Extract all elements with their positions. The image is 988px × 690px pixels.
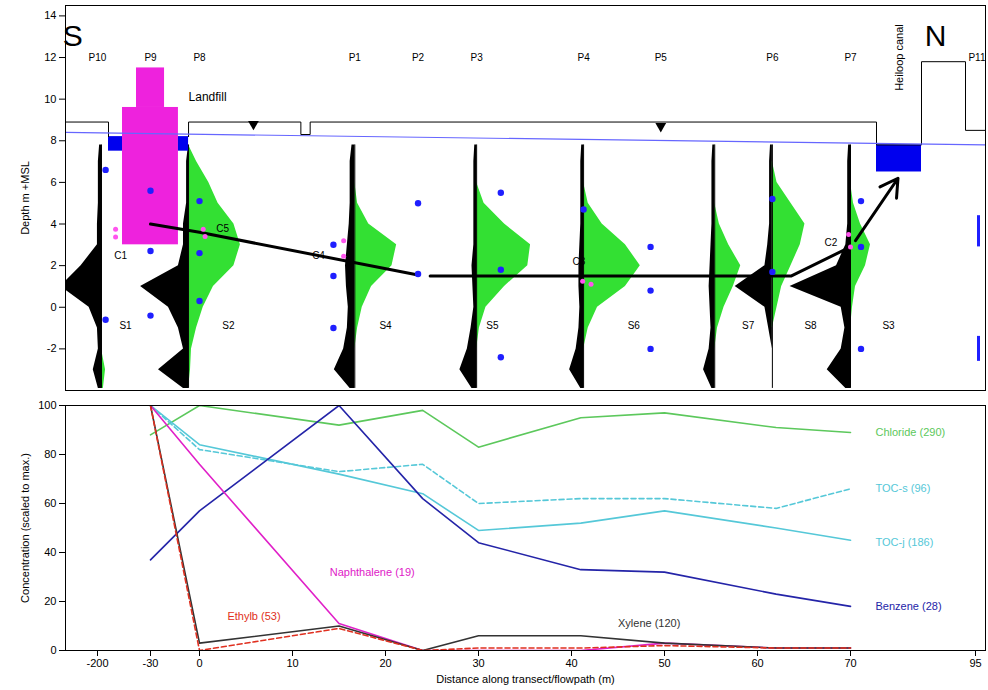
svg-text:S7: S7: [742, 320, 755, 331]
svg-text:S4: S4: [379, 320, 392, 331]
svg-text:4: 4: [50, 218, 56, 230]
svg-text:40: 40: [44, 546, 56, 558]
svg-text:Naphthalene (19): Naphthalene (19): [330, 566, 415, 578]
svg-text:50: 50: [658, 657, 670, 669]
svg-text:-200: -200: [86, 657, 108, 669]
svg-text:P2: P2: [412, 52, 425, 63]
svg-text:Heiloop canal: Heiloop canal: [893, 24, 905, 91]
svg-text:TOC-j (186): TOC-j (186): [876, 536, 934, 548]
svg-text:20: 20: [44, 595, 56, 607]
svg-text:P11: P11: [968, 52, 985, 63]
svg-text:Distance along transect/flowpa: Distance along transect/flowpath (m): [436, 673, 615, 685]
svg-text:40: 40: [565, 657, 577, 669]
svg-text:20: 20: [379, 657, 391, 669]
svg-text:S6: S6: [628, 320, 641, 331]
svg-text:P4: P4: [577, 52, 590, 63]
svg-text:12: 12: [44, 51, 56, 63]
svg-text:S8: S8: [804, 320, 817, 331]
svg-text:Depth m +MSL: Depth m +MSL: [19, 161, 31, 235]
svg-text:S5: S5: [486, 320, 499, 331]
svg-text:C4: C4: [312, 250, 325, 261]
svg-text:C1: C1: [114, 250, 127, 261]
svg-text:P1: P1: [349, 52, 362, 63]
svg-text:80: 80: [44, 448, 56, 460]
svg-text:Xylene (120): Xylene (120): [618, 617, 680, 629]
svg-text:0: 0: [196, 657, 202, 669]
svg-text:N: N: [925, 19, 947, 52]
svg-text:-30: -30: [143, 657, 159, 669]
svg-text:60: 60: [751, 657, 763, 669]
svg-text:TOC-s (96): TOC-s (96): [876, 482, 931, 494]
svg-text:0: 0: [50, 644, 56, 656]
svg-text:S1: S1: [119, 320, 132, 331]
svg-text:S2: S2: [222, 320, 235, 331]
svg-text:Concentration (scaled to max.): Concentration (scaled to max.): [19, 453, 31, 603]
svg-text:14: 14: [44, 9, 56, 21]
svg-text:6: 6: [50, 176, 56, 188]
svg-text:95: 95: [969, 657, 981, 669]
svg-text:60: 60: [44, 497, 56, 509]
svg-text:C3: C3: [573, 256, 586, 267]
svg-text:C5: C5: [216, 223, 229, 234]
svg-text:P3: P3: [471, 52, 484, 63]
svg-text:0: 0: [50, 301, 56, 313]
svg-text:10: 10: [286, 657, 298, 669]
svg-text:8: 8: [50, 134, 56, 146]
svg-text:30: 30: [472, 657, 484, 669]
svg-text:100: 100: [38, 399, 56, 411]
svg-text:2: 2: [50, 259, 56, 271]
svg-text:10: 10: [44, 93, 56, 105]
svg-text:Benzene (28): Benzene (28): [876, 600, 942, 612]
svg-text:Landfill: Landfill: [189, 90, 227, 104]
svg-text:P10: P10: [89, 52, 107, 63]
svg-text:P9: P9: [144, 52, 157, 63]
svg-text:S: S: [62, 19, 83, 53]
svg-text:C2: C2: [825, 237, 838, 248]
svg-text:Chloride (290): Chloride (290): [876, 426, 946, 438]
svg-text:70: 70: [844, 657, 856, 669]
svg-text:P6: P6: [766, 52, 779, 63]
svg-text:S3: S3: [882, 320, 895, 331]
svg-text:P8: P8: [193, 52, 206, 63]
svg-text:Ethylb (53): Ethylb (53): [227, 610, 280, 622]
svg-text:-2: -2: [47, 342, 57, 354]
svg-text:P7: P7: [844, 52, 857, 63]
svg-text:P5: P5: [655, 52, 668, 63]
